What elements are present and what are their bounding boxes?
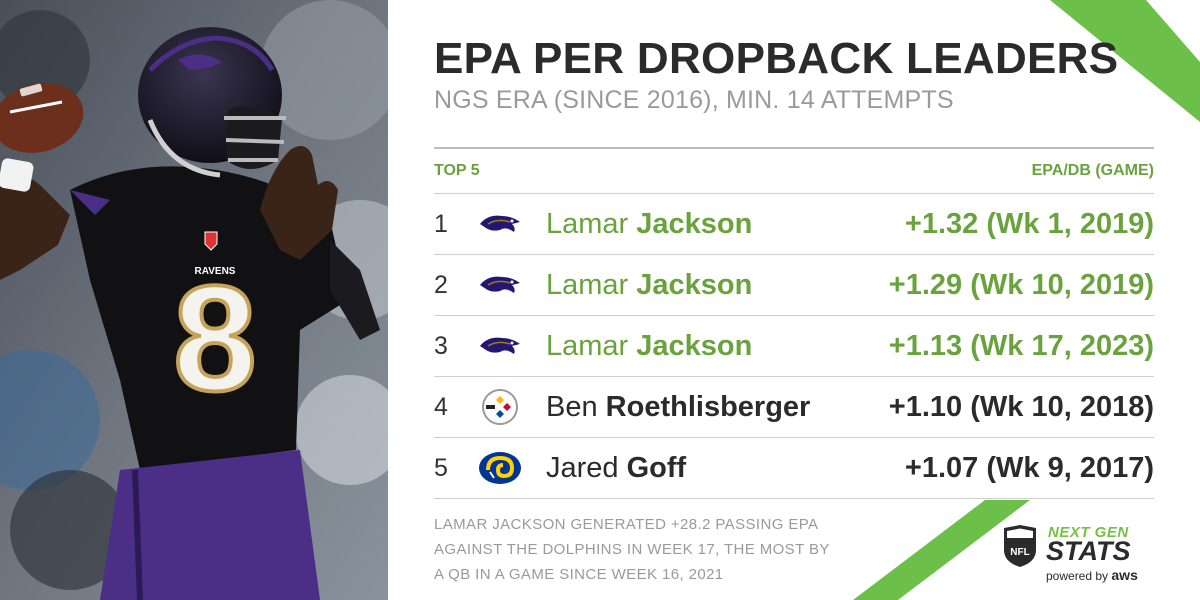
table-row: 1 Lamar Jackson +1.32 (Wk 1, 2019)	[434, 194, 1154, 255]
player-first-name: Ben	[546, 391, 598, 423]
table-row: 3 Lamar Jackson +1.13 (Wk 17, 2023)	[434, 316, 1154, 377]
row-rank: 2	[434, 271, 448, 299]
player-last-name: Goff	[626, 452, 687, 484]
nfl-shield-icon: NFL	[1004, 525, 1036, 567]
next-gen-label: NEXT GEN	[1048, 524, 1129, 541]
footnote-line: AGAINST THE DOLPHINS IN WEEK 17, THE MOS…	[434, 541, 830, 558]
player-name: Jared Goff	[546, 452, 686, 485]
column-header-value: EPA/DB (GAME)	[1031, 162, 1154, 179]
chart-subtitle: NGS ERA (SINCE 2016), MIN. 14 ATTEMPTS	[434, 86, 954, 114]
row-divider	[434, 254, 1154, 255]
player-first-name: Jared	[546, 452, 619, 484]
row-rank: 1	[434, 210, 448, 238]
player-last-name: Jackson	[636, 330, 753, 362]
epa-value: +1.07 (Wk 9, 2017)	[904, 452, 1154, 484]
row-divider	[434, 437, 1154, 438]
column-header-rank: TOP 5	[434, 162, 480, 179]
footnote-line: A QB IN A GAME SINCE WEEK 16, 2021	[434, 566, 724, 583]
player-last-name: Roethlisberger	[605, 391, 811, 423]
table-row: 5 Jared Goff +1.07 (Wk 9, 2017)	[434, 438, 1154, 499]
table-row: 2 Lamar Jackson +1.29 (Wk 10, 2019)	[434, 255, 1154, 316]
row-divider	[434, 315, 1154, 316]
table-row: 4 Ben Roethlisberger +1.10 (Wk 10, 2018)	[434, 377, 1154, 438]
row-divider	[434, 376, 1154, 377]
powered-by-text: powered by	[1046, 569, 1109, 583]
epa-value: +1.29 (Wk 10, 2019)	[888, 269, 1154, 301]
player-name: Lamar Jackson	[546, 330, 752, 363]
ravens-logo-icon	[480, 215, 520, 232]
ravens-logo-icon	[480, 337, 520, 354]
player-last-name: Jackson	[636, 208, 753, 240]
steelers-logo-icon	[482, 389, 518, 425]
row-divider	[434, 498, 1154, 499]
jersey-number: 8	[173, 254, 256, 422]
row-rank: 5	[434, 454, 448, 482]
rams-logo-icon	[479, 452, 521, 484]
aws-wordmark: aws	[1111, 567, 1138, 583]
row-divider	[434, 193, 1154, 194]
epa-value: +1.10 (Wk 10, 2018)	[888, 391, 1154, 423]
footnote: LAMAR JACKSON GENERATED +28.2 PASSING EP…	[434, 512, 874, 587]
nfl-wordmark: NFL	[1010, 547, 1029, 558]
row-rank: 4	[434, 393, 448, 421]
chart-title: EPA PER DROPBACK LEADERS	[434, 34, 1119, 83]
ravens-logo-icon	[480, 276, 520, 293]
player-name: Lamar Jackson	[546, 269, 752, 302]
footnote-line: LAMAR JACKSON GENERATED +28.2 PASSING EP…	[434, 516, 819, 533]
player-name: Lamar Jackson	[546, 208, 752, 241]
player-name: Ben Roethlisberger	[546, 391, 810, 424]
epa-value: +1.32 (Wk 1, 2019)	[904, 208, 1154, 240]
jersey-wordmark: RAVENS	[195, 266, 236, 277]
player-photo: 8 RAVENS	[0, 0, 388, 600]
player-first-name: Lamar	[546, 208, 629, 240]
player-last-name: Jackson	[636, 269, 753, 301]
powered-by-label: powered by aws	[1046, 567, 1138, 583]
stats-label: STATS	[1046, 536, 1131, 566]
player-first-name: Lamar	[546, 269, 629, 301]
row-rank: 3	[434, 332, 448, 360]
epa-value: +1.13 (Wk 17, 2023)	[888, 330, 1154, 362]
header-divider	[434, 147, 1154, 149]
next-gen-stats-logo: NFL NEXT GEN STATS powered by aws	[1002, 522, 1162, 588]
player-first-name: Lamar	[546, 330, 629, 362]
